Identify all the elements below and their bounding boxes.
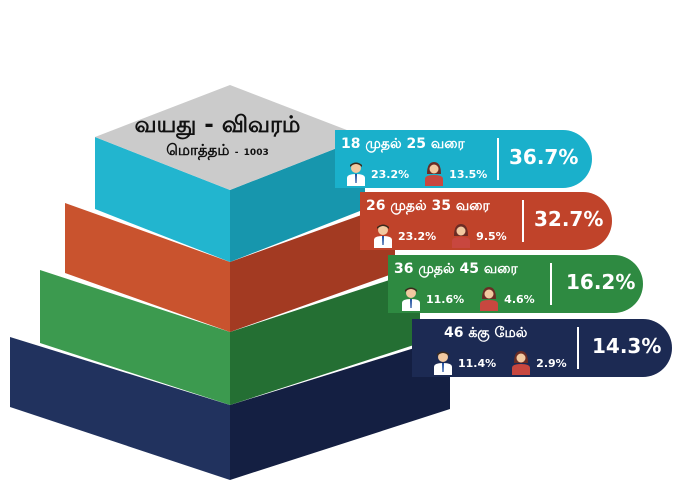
total-value: 1003 — [243, 148, 269, 158]
pyramid-tier-3 — [40, 270, 420, 405]
tier-3-total-percent: 16.2% — [566, 270, 636, 294]
tier-4-total-percent: 14.3% — [592, 334, 662, 358]
total-label: மொத்தம் — [166, 141, 230, 159]
tier-4-divider — [577, 327, 579, 369]
tier-3-label-pill: 36 முதல் 45 வரை 11.6% 4.6% 16.2% — [388, 255, 643, 313]
tier-2-right-face — [230, 203, 395, 332]
male-person-icon — [347, 162, 365, 186]
tier-4-male-percent: 11.4% — [458, 356, 497, 370]
tier-2-gender-split: 23.2% 9.5% — [372, 224, 521, 248]
male-person-icon — [374, 224, 392, 248]
male-person-icon — [434, 351, 452, 375]
tier-1-range-label: 18 முதல் 25 வரை — [341, 136, 465, 152]
female-person-icon — [480, 287, 499, 311]
pyramid-tier-2 — [65, 203, 395, 332]
tier-3-left-face — [40, 270, 230, 405]
tier-1-left-face — [95, 137, 230, 262]
tier-4-gender-split: 11.4% 2.9% — [432, 351, 581, 375]
pyramid-tier-4 — [10, 337, 450, 480]
tier-4-label-pill: 46 க்கு மேல் 11.4% 2.9% 14.3% — [412, 319, 672, 377]
tier-4-female-percent: 2.9% — [536, 356, 567, 370]
tier-2-total-percent: 32.7% — [534, 207, 604, 231]
male-person-icon — [402, 287, 420, 311]
tier-3-range-label: 36 முதல் 45 வரை — [394, 261, 518, 277]
tier-2-divider — [522, 200, 524, 242]
female-person-icon — [425, 162, 444, 186]
tier-3-female-percent: 4.6% — [504, 292, 535, 306]
tier-3-divider — [550, 263, 552, 305]
pyramid-tier-1 — [95, 85, 365, 262]
tier-1-gender-split: 23.2% 13.5% — [345, 162, 501, 186]
tier-2-label-pill: 26 முதல் 35 வரை 23.2% 9.5% 32.7% — [360, 192, 612, 250]
tier-3-gender-split: 11.6% 4.6% — [400, 287, 549, 311]
tier-1-female-percent: 13.5% — [449, 167, 488, 181]
chart-title: வயது - விவரம் — [134, 112, 301, 138]
chart-subtitle: மொத்தம் - 1003 — [100, 141, 335, 161]
female-person-icon — [512, 351, 531, 375]
tier-1-total-percent: 36.7% — [509, 145, 579, 169]
tier-3-male-percent: 11.6% — [426, 292, 465, 306]
tier-1-divider — [497, 138, 499, 180]
female-person-icon — [452, 224, 471, 248]
tier-3-right-face — [230, 270, 420, 405]
total-separator: - — [234, 148, 239, 158]
tier-4-right-face — [230, 337, 450, 480]
tier-4-range-label: 46 க்கு மேல் — [444, 325, 528, 341]
tier-1-right-face — [230, 137, 365, 262]
tier-2-male-percent: 23.2% — [398, 229, 437, 243]
tier-4-left-face — [10, 337, 230, 480]
tier-2-left-face — [65, 203, 230, 332]
tier-1-label-pill: 18 முதல் 25 வரை 23.2% 13.5% 36.7% — [335, 130, 592, 188]
tier-2-female-percent: 9.5% — [476, 229, 507, 243]
tier-1-male-percent: 23.2% — [371, 167, 410, 181]
pyramid-top-face — [95, 85, 365, 190]
tier-2-range-label: 26 முதல் 35 வரை — [366, 198, 490, 214]
chart-title-block: வயது - விவரம் மொத்தம் - 1003 — [100, 110, 335, 161]
